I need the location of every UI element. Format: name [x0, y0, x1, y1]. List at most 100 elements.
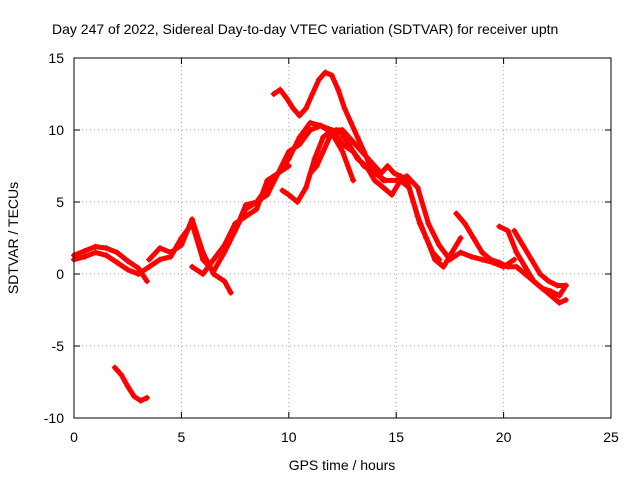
data-point: [294, 199, 301, 205]
data-point: [189, 263, 196, 270]
plot-frame: [73, 57, 612, 419]
x-tick-label: 25: [603, 429, 619, 445]
data-point: [414, 184, 421, 191]
data-point: [232, 227, 239, 234]
data-point: [210, 256, 217, 263]
data-point: [302, 184, 309, 191]
data-point: [92, 243, 99, 250]
satellite-track-d-line: [189, 123, 356, 277]
data-point: [199, 249, 206, 256]
data-point: [320, 134, 327, 141]
data-point: [124, 258, 131, 265]
data-point: [562, 296, 569, 303]
chart-title: Day 247 of 2022, Sidereal Day-to-day VTE…: [52, 21, 558, 37]
data-point: [92, 249, 99, 256]
data-point: [470, 235, 477, 241]
data-point: [264, 191, 271, 198]
data-point: [345, 134, 352, 141]
data-point: [378, 170, 385, 177]
data-point: [436, 242, 443, 249]
data-point: [221, 242, 228, 249]
data-point: [468, 253, 475, 260]
series-group: [71, 69, 569, 404]
data-point: [118, 371, 125, 378]
data-point: [326, 134, 333, 141]
data-point: [440, 263, 447, 270]
data-point: [453, 210, 460, 217]
data-point: [285, 155, 292, 162]
data-point: [156, 245, 163, 252]
data-point: [315, 76, 322, 83]
y-tick-label: 5: [56, 194, 64, 210]
satellite-track-c: [146, 216, 234, 296]
data-point: [513, 249, 520, 256]
data-point: [423, 235, 430, 241]
data-point: [277, 86, 284, 93]
grid: [74, 58, 611, 418]
satellite-track-j: [496, 223, 569, 306]
data-point: [545, 278, 552, 285]
x-tick-label: 0: [70, 429, 78, 445]
data-point: [339, 141, 346, 148]
data-point: [496, 223, 503, 230]
data-point: [425, 220, 432, 227]
x-tick-label: 20: [496, 429, 512, 445]
data-point: [511, 256, 518, 263]
data-point: [429, 249, 436, 256]
data-point: [513, 263, 520, 270]
data-point: [253, 206, 260, 213]
data-point: [562, 282, 569, 289]
x-tick-label: 5: [178, 429, 186, 445]
data-point: [131, 393, 138, 400]
data-point: [457, 249, 464, 256]
data-point: [113, 249, 120, 256]
data-point: [242, 201, 249, 208]
data-point: [365, 155, 372, 162]
y-tick-label: 0: [56, 266, 64, 282]
data-point: [388, 191, 395, 198]
data-point: [528, 256, 535, 263]
satellite-track-b: [71, 243, 151, 285]
data-point: [339, 127, 346, 133]
data-point: [242, 213, 249, 220]
data-point: [283, 95, 290, 102]
data-point: [307, 127, 314, 133]
data-point: [81, 247, 88, 254]
data-point: [137, 397, 144, 404]
data-point: [479, 256, 486, 263]
satellite-track-h: [307, 127, 443, 263]
data-point: [496, 259, 503, 266]
data-point: [144, 394, 151, 401]
data-point: [199, 271, 206, 277]
data-point: [253, 199, 260, 205]
y-tick-label: 10: [48, 122, 64, 138]
data-point: [296, 112, 303, 119]
data-point: [345, 141, 352, 148]
x-tick-label: 15: [388, 429, 404, 445]
y-tick-label: -5: [52, 338, 65, 354]
satellite-track-e: [232, 119, 518, 270]
data-point: [296, 134, 303, 141]
data-point: [124, 383, 131, 390]
data-point: [363, 163, 370, 169]
data-point: [457, 235, 464, 241]
satellite-track-l: [111, 364, 151, 404]
data-point: [311, 155, 318, 162]
data-point: [341, 105, 348, 112]
data-point: [302, 105, 309, 112]
data-point: [227, 289, 234, 296]
data-point: [113, 259, 120, 266]
data-point: [487, 256, 494, 263]
data-point: [167, 249, 174, 256]
data-point: [144, 278, 151, 285]
data-point: [504, 263, 511, 270]
satellite-track-k: [511, 227, 569, 289]
data-point: [403, 177, 410, 184]
data-point: [522, 263, 529, 270]
data-point: [264, 177, 271, 184]
data-point: [290, 105, 297, 112]
data-point: [352, 141, 359, 148]
data-point: [210, 271, 217, 277]
data-point: [554, 282, 561, 289]
